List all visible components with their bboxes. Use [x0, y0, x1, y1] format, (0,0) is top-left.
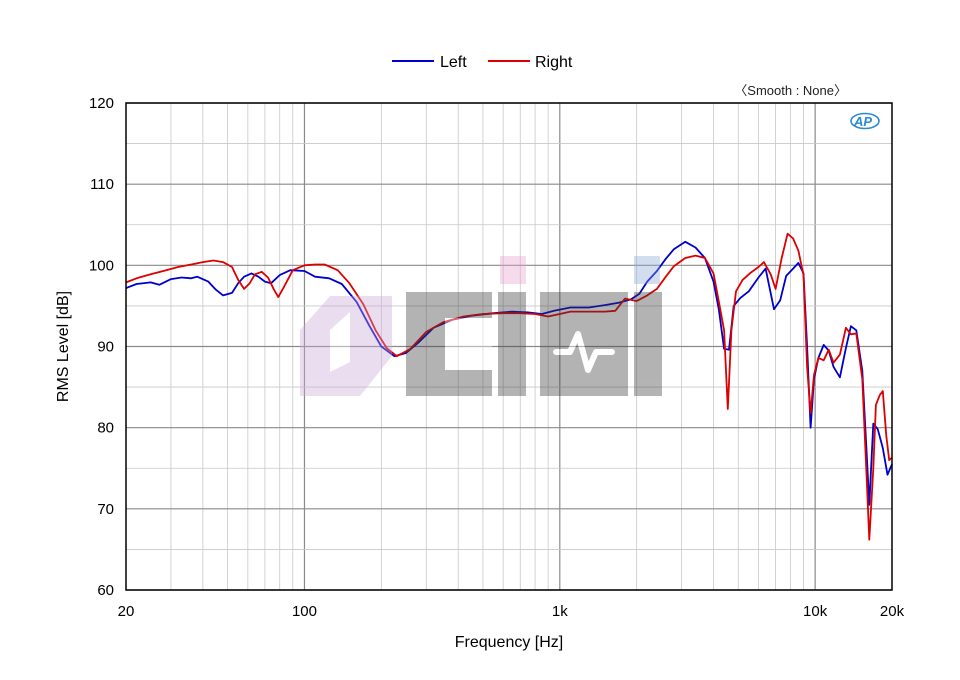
x-axis-title: Frequency [Hz] — [455, 634, 563, 651]
legend: Left Right — [392, 54, 573, 71]
x-tick-label: 10k — [803, 603, 828, 620]
ap-logo-icon: AP — [850, 112, 880, 130]
y-tick-label: 80 — [97, 420, 114, 437]
y-tick-label: 100 — [89, 257, 114, 274]
x-tick-label: 1k — [552, 603, 568, 620]
series-line-right — [125, 232, 893, 541]
x-tick-label: 100 — [292, 603, 317, 620]
plot-frame — [125, 102, 893, 591]
x-tick-label: 20k — [880, 603, 905, 620]
watermark-logo — [300, 256, 662, 396]
y-tick-label: 60 — [97, 582, 114, 599]
y-tick-label: 90 — [97, 339, 114, 356]
y-tick-label: 70 — [97, 501, 114, 518]
y-tick-label: 120 — [89, 95, 114, 112]
smoothing-annotation: 〈Smooth : None〉 — [734, 83, 847, 98]
series-lines — [125, 232, 893, 541]
axes: 60 70 80 90 100 110 120 20 100 1k 10k 20k Frequency … — [55, 95, 905, 651]
legend-label-right: Right — [535, 54, 573, 71]
legend-label-left: Left — [440, 54, 467, 71]
y-tick-label: 110 — [90, 176, 114, 193]
svg-text:AP: AP — [853, 114, 872, 129]
x-tick-label: 20 — [118, 603, 135, 620]
y-axis-title: RMS Level [dB] — [55, 291, 72, 402]
